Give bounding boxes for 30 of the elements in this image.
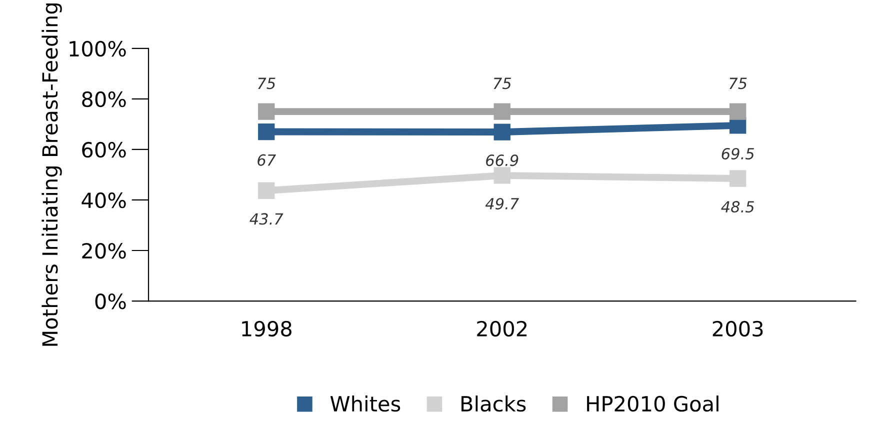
y-tick-label: 20% bbox=[82, 242, 126, 259]
data-label: 75 bbox=[730, 78, 747, 90]
data-label: 67 bbox=[258, 154, 276, 166]
point bbox=[494, 167, 510, 184]
data-label: 49.7 bbox=[485, 198, 519, 210]
data-label: 69.5 bbox=[722, 148, 754, 160]
point bbox=[730, 170, 746, 187]
point bbox=[258, 182, 275, 199]
point bbox=[258, 103, 275, 120]
y-tick-label: 60% bbox=[82, 142, 126, 158]
x-tick-label: 1998 bbox=[242, 320, 292, 337]
y-tick-label: 0% bbox=[95, 293, 126, 310]
data-label: 43.7 bbox=[250, 213, 284, 225]
data-label: 75 bbox=[494, 78, 511, 90]
x-tick-label: 2002 bbox=[477, 320, 527, 337]
data-label: 75 bbox=[258, 78, 276, 90]
point bbox=[258, 123, 275, 140]
y-tick-label: 40% bbox=[82, 192, 126, 208]
x-tick-label: 2003 bbox=[712, 320, 763, 337]
legend-label: Whites bbox=[330, 396, 400, 412]
data-label: 48.5 bbox=[721, 200, 754, 213]
legend-label: Blacks bbox=[462, 396, 526, 412]
y-tick-label: 80% bbox=[82, 91, 126, 108]
point bbox=[494, 124, 510, 140]
y-tick-label: 100% bbox=[70, 40, 126, 57]
data-label: 66.9 bbox=[486, 154, 518, 166]
point bbox=[494, 103, 510, 120]
legend-label: HP2010 Goal bbox=[587, 396, 718, 412]
point bbox=[730, 103, 746, 120]
y-axis-title: Mothers Initiating Breast-Feeding bbox=[42, 3, 62, 346]
